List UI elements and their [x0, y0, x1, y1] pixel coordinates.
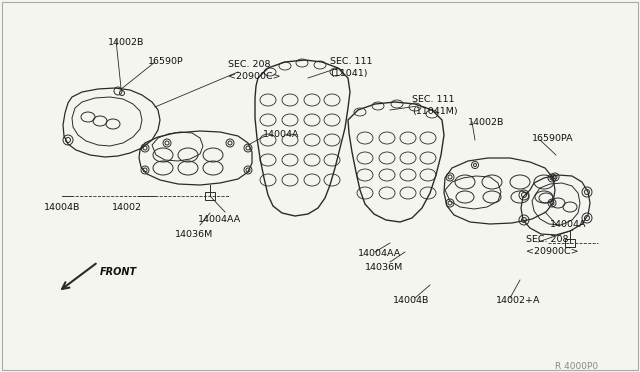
Text: R 4000P0: R 4000P0 [555, 362, 598, 371]
Text: 14002: 14002 [112, 203, 142, 212]
Text: SEC. 208: SEC. 208 [228, 60, 271, 69]
Text: 14004AA: 14004AA [198, 215, 241, 224]
Text: 14004A: 14004A [263, 130, 300, 139]
Text: FRONT: FRONT [100, 267, 137, 277]
Text: 14002+A: 14002+A [496, 296, 541, 305]
Text: 14036M: 14036M [365, 263, 403, 272]
Text: 14004B: 14004B [44, 203, 81, 212]
Text: 14002B: 14002B [108, 38, 145, 47]
Text: <20900C>: <20900C> [526, 247, 579, 256]
Text: <20900C>: <20900C> [228, 72, 280, 81]
Text: SEC. 208: SEC. 208 [526, 235, 568, 244]
Text: (11041): (11041) [330, 69, 367, 78]
Text: 14004AA: 14004AA [358, 249, 401, 258]
Text: 14002B: 14002B [468, 118, 504, 127]
Text: 14004A: 14004A [550, 220, 586, 229]
Text: 14004B: 14004B [393, 296, 429, 305]
Text: SEC. 111: SEC. 111 [330, 57, 372, 66]
Text: 14036M: 14036M [175, 230, 213, 239]
Text: 16590PA: 16590PA [532, 134, 573, 143]
Text: (11041M): (11041M) [412, 107, 458, 116]
Text: SEC. 111: SEC. 111 [412, 95, 454, 104]
Text: 16590P: 16590P [148, 57, 184, 66]
